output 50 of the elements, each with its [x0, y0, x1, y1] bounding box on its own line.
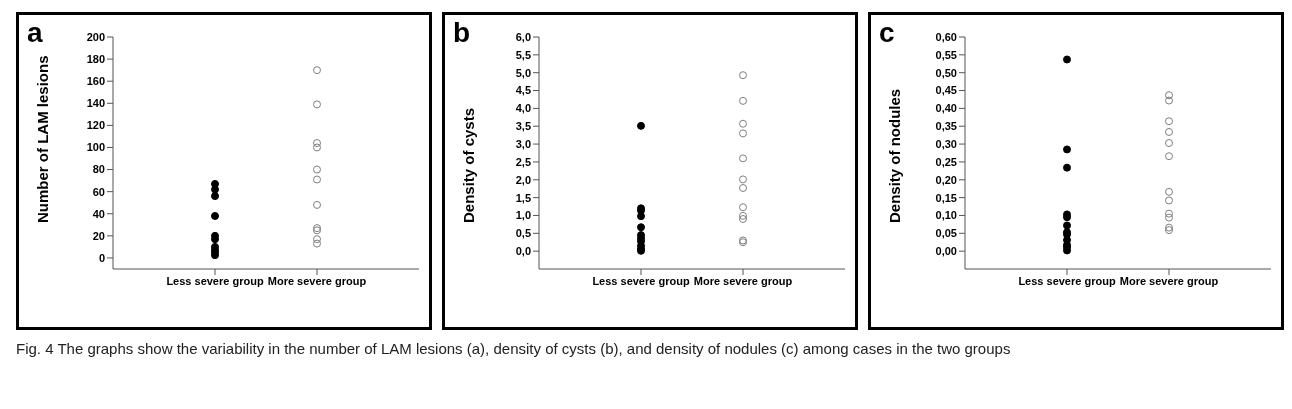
y-tick-label: 0,50: [935, 66, 957, 79]
y-tick-label: 0,30: [935, 137, 957, 150]
y-axis-title: Density of cysts: [460, 107, 478, 223]
y-tick-label: 180: [86, 53, 105, 65]
y-tick-label: 1,5: [515, 191, 531, 204]
y-axis-title: Number of LAM lesions: [34, 55, 52, 223]
y-tick-label: 5,5: [515, 48, 531, 61]
y-tick-label: 2,5: [515, 155, 531, 168]
y-tick-label: 0,5: [515, 227, 531, 240]
y-tick-label: 40: [92, 207, 105, 220]
y-tick-label: 3,0: [515, 137, 531, 150]
caption: Fig. 4 The graphs show the variability in the number of LAM lesions (a), density of cysts (b), and density of nodules (c) among cases in the two groups: [15, 339, 1012, 359]
y-tick-label: 0,10: [935, 209, 957, 222]
y-tick-label: 0,05: [935, 227, 957, 240]
y-tick-label: 0,00: [935, 245, 957, 258]
x-tick-label: More severe group: [1119, 274, 1219, 287]
y-tick-label: 0,45: [935, 84, 957, 97]
y-tick-label: 2,0: [515, 173, 531, 186]
y-tick-label: 20: [92, 229, 105, 242]
y-tick-label: 3,5: [515, 120, 531, 133]
y-tick-label: 4,0: [515, 102, 531, 115]
y-tick-label: 0,25: [935, 155, 957, 168]
y-tick-label: 80: [92, 163, 105, 176]
y-tick-label: 0,60: [935, 30, 957, 43]
x-tick-label: Less severe group: [1018, 274, 1116, 287]
y-tick-label: 0,35: [935, 120, 957, 133]
y-tick-label: 5,0: [515, 66, 531, 79]
y-tick-label: 1,0: [515, 209, 531, 222]
y-tick-label: 6,0: [515, 30, 531, 43]
x-tick-label: More severe group: [267, 274, 367, 287]
y-tick-label: 200: [86, 30, 105, 43]
x-tick-label: Less severe group: [592, 274, 690, 287]
y-tick-label: 0,0: [515, 245, 531, 258]
chart-title: a: [27, 17, 43, 49]
chart-title: c: [879, 17, 895, 49]
y-tick-label: 160: [86, 75, 105, 88]
chart-title: b: [453, 17, 471, 49]
y-tick-label: 100: [86, 141, 105, 154]
y-tick-label: 0,20: [935, 173, 957, 186]
y-tick-label: 120: [86, 119, 105, 132]
y-tick-label: 0,15: [935, 191, 957, 204]
y-tick-label: 0,55: [935, 48, 957, 61]
y-tick-label: 140: [86, 97, 105, 110]
y-tick-label: 0: [98, 251, 105, 264]
y-tick-label: 0,40: [935, 102, 957, 115]
x-tick-label: Less severe group: [166, 274, 264, 287]
y-tick-label: 60: [92, 185, 105, 198]
y-tick-label: 4,5: [515, 84, 531, 97]
x-tick-label: More severe group: [693, 274, 793, 287]
y-axis-title: Density of nodules: [886, 88, 904, 223]
